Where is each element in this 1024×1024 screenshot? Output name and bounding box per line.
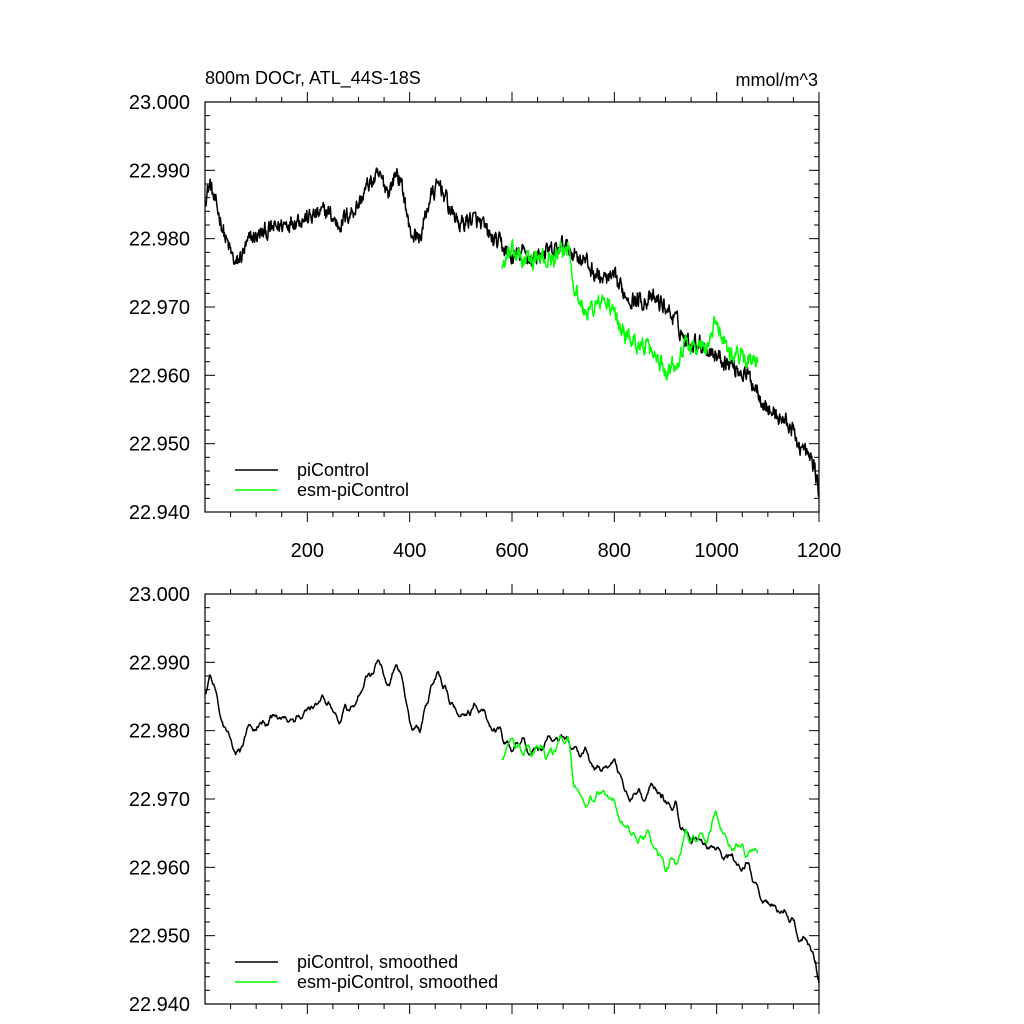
x-axis-top: 200 400 600 800 1000 1200 bbox=[230, 92, 842, 562]
x-tick-label: 200 bbox=[291, 540, 324, 562]
y-tick-label: 22.990 bbox=[129, 652, 190, 674]
legend-label-esm-picontrol: esm-piControl bbox=[297, 480, 409, 500]
plot-frame-bottom bbox=[204, 593, 820, 1005]
legend-top: piControl esm-piControl bbox=[235, 460, 409, 500]
panel-top: 800m DOCr, ATL_44S-18S mmol/m^3 22.94022… bbox=[129, 68, 841, 562]
legend-bottom: piControl, smoothed esm-piControl, smoot… bbox=[235, 952, 498, 992]
x-tick-label: 600 bbox=[495, 540, 528, 562]
units-label: mmol/m^3 bbox=[736, 70, 818, 90]
chart-title: 800m DOCr, ATL_44S-18S bbox=[205, 68, 421, 89]
y-tick-label: 22.940 bbox=[129, 994, 190, 1016]
series-group-top bbox=[204, 167, 820, 498]
y-tick-label: 22.970 bbox=[129, 297, 190, 319]
x-axis-bottom bbox=[230, 584, 820, 1014]
legend-label-esm-picontrol-smoothed: esm-piControl, smoothed bbox=[297, 972, 498, 992]
y-tick-label: 22.940 bbox=[129, 502, 190, 524]
series-group-bottom bbox=[204, 659, 820, 984]
y-tick-label: 22.980 bbox=[129, 229, 190, 251]
series-line-esm-picontrol bbox=[501, 238, 759, 381]
x-tick-label: 800 bbox=[598, 540, 631, 562]
y-tick-label: 23.000 bbox=[129, 92, 190, 114]
y-tick-label: 22.980 bbox=[129, 721, 190, 743]
y-tick-label: 22.960 bbox=[129, 857, 190, 879]
y-tick-label: 22.970 bbox=[129, 789, 190, 811]
y-axis-top: 22.940 22.950 22.960 22.970 22.980 22.990 23.0… bbox=[129, 92, 819, 524]
y-tick-label: 22.950 bbox=[129, 926, 190, 948]
series-line-smoothed-picontrol bbox=[204, 659, 820, 984]
y-axis-bottom: 22.940 22.950 22.960 22.970 22.980 22.990 23.0… bbox=[129, 584, 819, 1016]
y-tick-label: 23.000 bbox=[129, 584, 190, 606]
y-tick-label: 22.990 bbox=[129, 160, 190, 182]
y-tick-label: 22.960 bbox=[129, 365, 190, 387]
x-tick-label: 400 bbox=[393, 540, 426, 562]
series-line-picontrol bbox=[204, 167, 820, 498]
plot-frame-top bbox=[204, 101, 820, 513]
x-tick-label: 1200 bbox=[797, 540, 842, 562]
x-tick-label: 1000 bbox=[694, 540, 739, 562]
y-tick-label: 22.950 bbox=[129, 434, 190, 456]
series-line-smoothed-esm-picontrol bbox=[501, 734, 759, 873]
legend-label-picontrol-smoothed: piControl, smoothed bbox=[297, 952, 458, 972]
legend-label-picontrol: piControl bbox=[297, 460, 369, 480]
panel-bottom: 22.940 22.950 22.960 22.970 22.980 22.990 23.0… bbox=[129, 584, 820, 1016]
